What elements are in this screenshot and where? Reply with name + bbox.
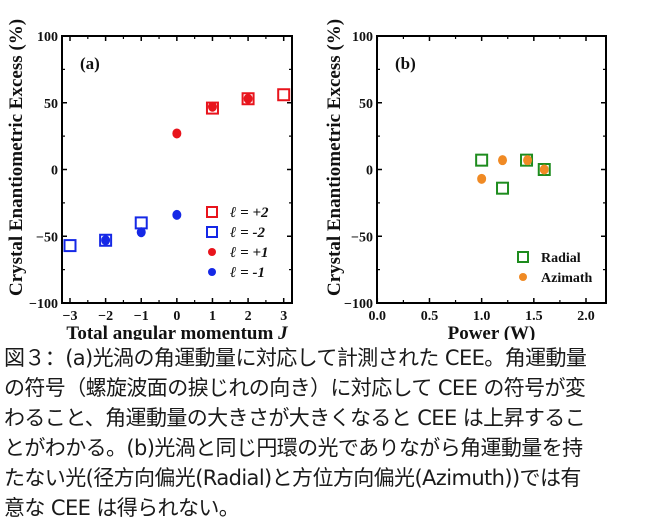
y-tick-label: −100 bbox=[29, 297, 58, 312]
data-point-circle bbox=[207, 101, 217, 112]
legend-marker-circle bbox=[208, 248, 216, 256]
figure-caption: 図３：(a)光渦の角運動量に対応して計測された CEE。角運動量 の符号（螺旋波… bbox=[4, 343, 650, 523]
data-point-square bbox=[241, 92, 255, 106]
x-tick-label: 2.0 bbox=[577, 309, 595, 324]
legend: ℓ = +2 ℓ = -2 ℓ = +1 ℓ = -1 bbox=[206, 205, 269, 281]
caption-line: わること、角運動量の大きさが大きくなると CEE は上昇するこ bbox=[4, 406, 586, 430]
y-axis-label: Crystal Enantiometric Excess (%) bbox=[6, 19, 27, 296]
x-tick-label: 0 bbox=[173, 309, 180, 324]
legend-marker-circle bbox=[519, 273, 527, 281]
y-tick-label: 100 bbox=[352, 30, 373, 45]
x-axis-label: Power (W) bbox=[448, 323, 536, 340]
caption-line: たない光(径方向偏光(Radial)と方位方向偏光(Azimuth))では有 bbox=[4, 466, 581, 490]
legend: Radial Azimath bbox=[517, 251, 593, 286]
data-point-square bbox=[537, 163, 551, 176]
x-tick-label: 2 bbox=[245, 309, 252, 324]
data-point-circle bbox=[243, 93, 253, 104]
x-tick-label: −1 bbox=[134, 309, 149, 324]
y-tick-label: −50 bbox=[36, 230, 58, 245]
x-tick-label: 0.5 bbox=[421, 309, 439, 324]
y-tick-label: −100 bbox=[344, 297, 373, 312]
plot-frame bbox=[61, 35, 293, 304]
data-point-square bbox=[277, 88, 291, 102]
panel-label: (b) bbox=[395, 54, 416, 73]
legend-label: ℓ = -1 bbox=[230, 265, 265, 281]
data-point-circle bbox=[172, 128, 182, 139]
data-point-square bbox=[496, 181, 510, 195]
y-tick-label: 50 bbox=[44, 97, 58, 112]
x-tick-label: −2 bbox=[98, 309, 113, 324]
data-point-square bbox=[134, 216, 148, 230]
data-point-circle bbox=[539, 164, 549, 175]
y-tick-label: 0 bbox=[51, 164, 58, 179]
legend-label: ℓ = +2 bbox=[230, 205, 269, 221]
y-tick-label: 50 bbox=[359, 97, 373, 112]
data-point-square bbox=[475, 153, 489, 167]
legend-label: Azimath bbox=[541, 271, 593, 286]
x-tick-label: 1 bbox=[209, 309, 216, 324]
y-tick-label: 100 bbox=[37, 30, 58, 45]
legend-marker-circle bbox=[208, 268, 216, 276]
data-point-circle bbox=[523, 155, 533, 166]
legend-label: ℓ = +1 bbox=[230, 245, 269, 261]
data-point-circle bbox=[172, 209, 182, 220]
caption-line: 図３：(a)光渦の角運動量に対応して計測された CEE。角運動量 bbox=[4, 346, 587, 370]
caption-line: 意な CEE は得られない。 bbox=[4, 496, 240, 520]
legend-marker-square bbox=[206, 206, 218, 218]
data-point-circle bbox=[136, 227, 146, 238]
x-axis-label-symbol: J bbox=[277, 323, 288, 340]
x-tick-label: 0.0 bbox=[369, 309, 387, 324]
data-point-circle bbox=[477, 173, 487, 184]
legend-marker-square bbox=[517, 251, 529, 263]
legend-marker-square bbox=[206, 226, 218, 238]
data-point-square bbox=[63, 239, 77, 253]
x-tick-label: 3 bbox=[280, 309, 287, 324]
x-tick-label: −3 bbox=[63, 309, 78, 324]
y-axis-label: Crystal Enantiometric Excess (%) bbox=[324, 19, 345, 296]
panel-label: (a) bbox=[80, 54, 100, 73]
caption-line: とがわかる。(b)光渦と同じ円環の光でありながら角運動量を持 bbox=[4, 436, 583, 460]
legend-label: Radial bbox=[541, 251, 581, 266]
x-axis-label: Total angular momentum J bbox=[66, 323, 288, 340]
y-tick-label: 0 bbox=[366, 164, 373, 179]
y-tick-label: −50 bbox=[351, 230, 373, 245]
x-tick-label: 1.0 bbox=[473, 309, 491, 324]
data-point-square bbox=[99, 233, 113, 247]
data-point-circle bbox=[101, 235, 111, 246]
x-tick-label: 1.5 bbox=[525, 309, 543, 324]
legend-label: ℓ = -2 bbox=[230, 225, 265, 241]
data-point-circle bbox=[498, 155, 508, 166]
caption-line: の符号（螺旋波面の捩じれの向き）に対応して CEE の符号が変 bbox=[4, 376, 586, 400]
